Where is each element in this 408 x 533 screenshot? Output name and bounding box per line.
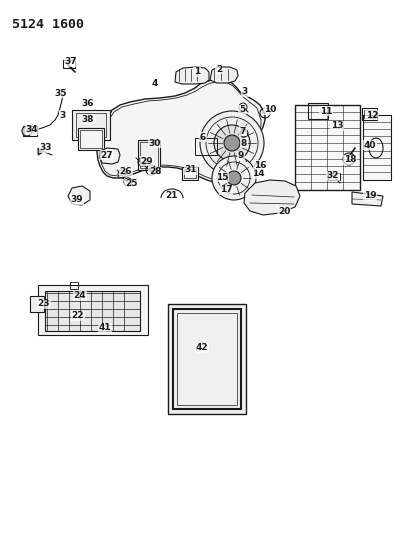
Bar	[70, 282, 78, 289]
Text: 32: 32	[327, 172, 339, 181]
Bar	[295, 105, 360, 190]
Text: 21: 21	[166, 191, 178, 200]
Bar	[182, 167, 198, 180]
Bar	[173, 309, 241, 409]
Text: 4: 4	[152, 79, 158, 88]
Text: 39: 39	[71, 196, 83, 205]
Text: 1: 1	[194, 68, 200, 77]
Text: 2: 2	[216, 64, 222, 74]
Text: 7: 7	[240, 126, 246, 135]
Text: 11: 11	[320, 107, 332, 116]
Text: 29: 29	[141, 157, 153, 166]
Polygon shape	[352, 192, 383, 206]
Text: 20: 20	[278, 207, 290, 216]
Text: 37: 37	[65, 58, 77, 67]
Text: 30: 30	[149, 139, 161, 148]
Circle shape	[212, 156, 256, 200]
Text: 14: 14	[252, 169, 264, 179]
Bar	[63, 60, 75, 68]
Text: 33: 33	[40, 143, 52, 152]
Bar	[308, 103, 328, 119]
Text: 41: 41	[99, 324, 111, 333]
Bar	[78, 128, 104, 150]
Polygon shape	[210, 67, 238, 83]
Text: 5: 5	[239, 106, 245, 115]
Text: 5124 1600: 5124 1600	[12, 18, 84, 31]
Text: 13: 13	[331, 122, 343, 131]
Bar	[184, 169, 196, 178]
Polygon shape	[68, 186, 90, 205]
Circle shape	[200, 111, 264, 175]
Text: 36: 36	[82, 99, 94, 108]
Bar	[138, 140, 160, 170]
Bar	[362, 108, 377, 120]
Text: 34: 34	[26, 125, 38, 134]
Bar	[45, 291, 140, 331]
Bar	[177, 313, 237, 405]
Bar	[364, 110, 375, 118]
Text: 22: 22	[72, 311, 84, 320]
Text: 17: 17	[220, 185, 232, 195]
Text: 3: 3	[242, 87, 248, 96]
Text: 35: 35	[55, 88, 67, 98]
Text: 26: 26	[120, 167, 132, 176]
Polygon shape	[97, 80, 265, 183]
Bar	[72, 110, 110, 140]
Polygon shape	[38, 148, 42, 155]
Bar	[38, 285, 148, 335]
Text: 28: 28	[149, 167, 161, 176]
Bar	[363, 115, 391, 180]
Text: 19: 19	[364, 191, 376, 200]
Text: 8: 8	[241, 139, 247, 148]
Bar	[80, 130, 102, 148]
Polygon shape	[100, 148, 120, 164]
Bar	[168, 304, 246, 414]
Text: 31: 31	[185, 166, 197, 174]
Bar	[30, 296, 44, 312]
Text: 15: 15	[216, 173, 228, 182]
Bar	[195, 138, 217, 155]
Text: 40: 40	[364, 141, 376, 149]
Text: 38: 38	[82, 115, 94, 124]
Text: 3: 3	[60, 110, 66, 119]
Text: 9: 9	[238, 151, 244, 160]
Circle shape	[227, 171, 241, 185]
Text: 18: 18	[344, 156, 356, 165]
Bar	[76, 113, 106, 137]
Text: 10: 10	[264, 106, 276, 115]
Circle shape	[214, 125, 250, 161]
Polygon shape	[244, 180, 300, 215]
Bar	[328, 173, 340, 180]
Bar	[23, 126, 37, 136]
Text: 12: 12	[366, 110, 378, 119]
Text: 23: 23	[38, 300, 50, 309]
Text: 6: 6	[200, 133, 206, 141]
Circle shape	[224, 135, 240, 151]
Text: 27: 27	[101, 150, 113, 159]
Text: 24: 24	[74, 292, 86, 301]
Text: 16: 16	[254, 160, 266, 169]
Polygon shape	[175, 67, 209, 84]
Text: 42: 42	[196, 343, 208, 352]
Text: 25: 25	[125, 180, 137, 189]
Circle shape	[22, 126, 32, 136]
Bar	[140, 142, 158, 168]
